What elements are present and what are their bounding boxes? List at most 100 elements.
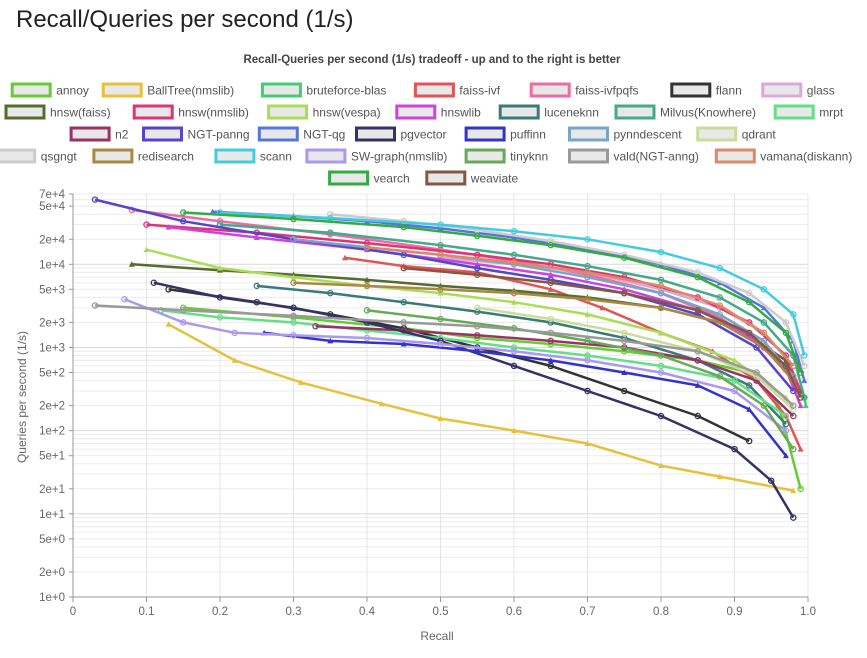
legend-swatch (355, 126, 396, 142)
legend-swatch (670, 82, 712, 98)
legend-item[interactable]: luceneknn (498, 104, 599, 120)
data-point (511, 427, 517, 434)
data-point (584, 236, 591, 243)
data-point (782, 362, 790, 370)
series-line (131, 263, 802, 392)
legend-item[interactable]: puffinn (464, 126, 546, 142)
data-point (657, 282, 665, 290)
data-point (797, 394, 804, 401)
legend-item[interactable]: scann (214, 148, 292, 164)
legend-label: qdrant (742, 128, 777, 142)
legend-item[interactable]: vearch (328, 170, 410, 186)
page-title: Recall/Queries per second (1/s) (16, 6, 354, 33)
y-tick-label: 5e+2 (39, 368, 65, 380)
series-sw-graph-nmslib- (121, 295, 790, 434)
legend-item[interactable]: qdrant (696, 126, 777, 142)
data-point (797, 485, 804, 493)
legend-label: vamana(diskann) (760, 150, 852, 164)
legend-label: pynndescent (614, 128, 683, 142)
legend-item[interactable]: Milvus(Knowhere) (614, 104, 756, 120)
legend-item[interactable]: tinyknn (464, 148, 548, 164)
data-point (510, 251, 518, 259)
data-point (745, 382, 753, 389)
legend-label: glass (807, 84, 835, 98)
y-axis-label: Queries per second (1/s) (15, 331, 29, 463)
series-milvus-knowhere- (216, 221, 808, 401)
data-point (290, 312, 297, 320)
legend-item[interactable]: NGT-panng (142, 126, 250, 142)
y-tick-label: 5e+4 (39, 201, 66, 213)
data-point (716, 302, 724, 309)
data-point (621, 289, 628, 297)
legend-item[interactable]: qsgngt (0, 148, 78, 164)
data-point (143, 221, 150, 228)
data-point (790, 487, 797, 494)
series-line (219, 223, 806, 398)
legend-label: qsgngt (41, 150, 78, 164)
data-point (802, 402, 809, 409)
legend-item[interactable]: hnsw(nmslib) (132, 104, 249, 120)
legend-item[interactable]: SW-graph(nmslib) (305, 148, 447, 164)
x-tick-label: 0.4 (359, 606, 376, 618)
data-point (400, 341, 407, 347)
data-point (801, 377, 808, 384)
data-point (584, 269, 591, 276)
legend-item[interactable]: NGT-qg (257, 126, 345, 142)
data-point (547, 241, 555, 249)
y-tick-label: 1e+1 (39, 509, 65, 521)
data-point (584, 440, 591, 447)
legend-label: flann (716, 84, 742, 98)
legend-label: bruteforce-blas (306, 84, 386, 98)
legend-item[interactable]: mrpt (773, 104, 844, 120)
data-point (474, 348, 481, 354)
legend-item[interactable]: redisearch (92, 148, 194, 164)
legend-item[interactable]: flann (670, 82, 742, 98)
y-tick-label: 1e+2 (39, 426, 65, 438)
data-point (694, 348, 702, 355)
legend-item[interactable]: n2 (69, 126, 129, 142)
y-tick-label: 2e+4 (39, 234, 66, 246)
data-point (326, 229, 334, 236)
legend-label: redisearch (138, 150, 194, 164)
data-point (91, 302, 99, 309)
legend-item[interactable]: faiss-ivf (413, 82, 501, 98)
data-point (760, 337, 768, 345)
data-point (731, 377, 738, 384)
legend-swatch (142, 126, 183, 142)
legend-item[interactable]: BallTree(nmslib) (101, 82, 234, 98)
legend-item[interactable]: pgvector (355, 126, 447, 142)
data-point (510, 289, 518, 297)
data-point (363, 307, 371, 314)
legend-label: tinyknn (510, 150, 548, 164)
legend-item[interactable]: pynndescent (568, 126, 683, 142)
legend-item[interactable]: hnswlib (395, 104, 481, 120)
data-point (797, 446, 804, 452)
data-point (760, 329, 768, 337)
legend-item[interactable]: hnsw(faiss) (4, 104, 111, 120)
data-point (716, 373, 724, 380)
data-point (437, 241, 444, 249)
legend-item[interactable]: vald(NGT-anng) (568, 148, 699, 164)
data-point (694, 357, 702, 364)
legend-item[interactable]: weaviate (425, 170, 519, 186)
legend-item[interactable]: annoy (10, 82, 89, 98)
legend-item[interactable]: hnsw(vespa) (267, 104, 381, 120)
data-point (801, 362, 808, 370)
legend-item[interactable]: glass (761, 82, 835, 98)
legend-label: faiss-ivfpqfs (575, 84, 638, 98)
legend: annoy BallTree(nmslib) bruteforce-blas fais… (0, 82, 852, 186)
data-point (437, 225, 444, 231)
data-point (547, 286, 554, 292)
data-point (253, 282, 260, 290)
data-point (760, 286, 768, 293)
legend-item[interactable]: faiss-ivfpqfs (529, 82, 639, 98)
legend-item[interactable]: bruteforce-blas (260, 82, 386, 98)
y-tick-label: 5e+0 (39, 534, 65, 546)
data-point (716, 311, 724, 318)
data-point (657, 289, 665, 297)
data-point (716, 264, 724, 272)
legend-label: scann (260, 150, 292, 164)
legend-item[interactable]: vamana(diskann) (714, 148, 852, 164)
legend-label: BallTree(nmslib) (147, 84, 234, 98)
legend-swatch (568, 148, 609, 164)
